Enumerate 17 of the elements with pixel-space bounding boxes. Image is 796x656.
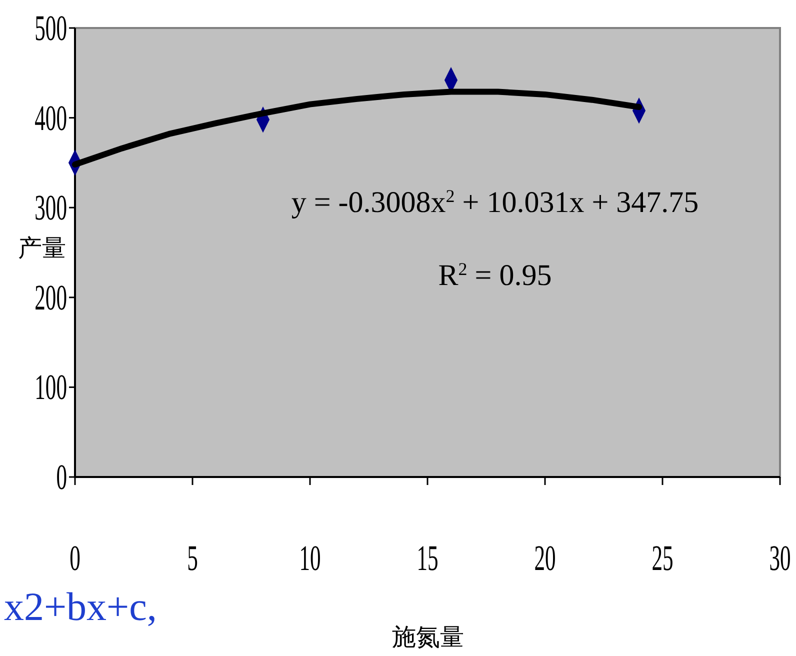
annotation: R$^{2}$ = 0.95	[438, 259, 552, 292]
x-tick-label: 5	[187, 540, 198, 578]
y-tick-label: 200	[34, 279, 67, 318]
annotation: y = -0.3008x$^{2}$ + 10.031x + 347.75	[291, 186, 699, 219]
x-tick-label: 25	[652, 540, 674, 578]
y-tick-label: 100	[34, 368, 67, 408]
x-tick-label: 15	[416, 540, 438, 578]
y-tick-label: 500	[34, 10, 67, 48]
x-axis-title: 施氮量	[392, 623, 464, 651]
x-tick-label: 10	[299, 540, 321, 578]
text: x2+bx+c,	[4, 584, 157, 629]
x-tick-label: 30	[769, 540, 791, 578]
y-tick-label: 0	[56, 458, 67, 498]
y-tick-label: 300	[34, 189, 67, 228]
y-tick-label: 400	[34, 99, 67, 138]
x-tick-label: 20	[534, 540, 556, 578]
y-axis-title: 产量	[18, 234, 66, 262]
